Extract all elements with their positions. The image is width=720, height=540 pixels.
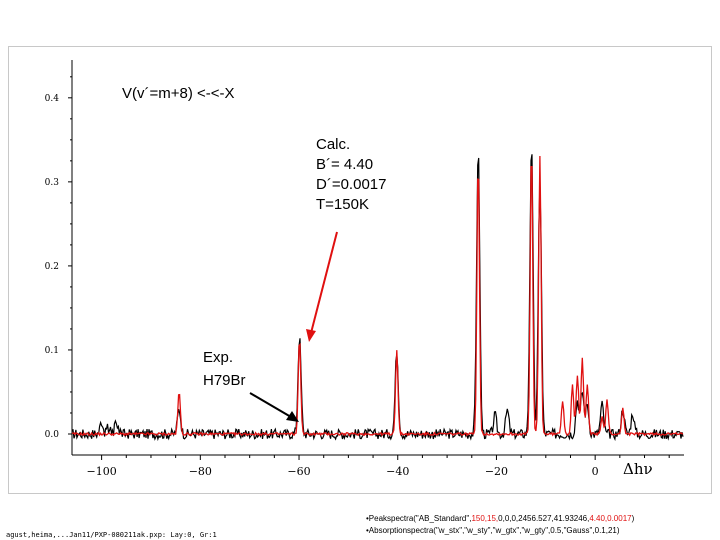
exp-arrow-head	[286, 411, 299, 422]
transition-title: V(v´=m+8) <-<-X	[122, 85, 235, 102]
footer-command-1-part-3: )	[631, 514, 635, 523]
axes	[68, 60, 684, 460]
tick-labels: 0.0 0.1 0.2 0.3 0.4 −100 −80 −60 −40 −20 0	[45, 94, 599, 478]
slide-frame	[8, 46, 712, 494]
delta-h-nu-symbol: Δhν	[623, 460, 653, 478]
y-tick-label: 0.1	[45, 346, 59, 356]
footer-command-1-temperature: 150,15,	[471, 514, 499, 523]
exp-label-line-1: Exp.	[203, 349, 233, 366]
calc-label-line-4: T=150K	[316, 196, 369, 213]
calc-arrow	[310, 231, 338, 334]
calc-arrow-head	[306, 329, 316, 342]
y-tick-label: 0.2	[45, 262, 59, 272]
x-tick-label: −100	[87, 465, 117, 478]
footer-command-1-part-2: 0,0,0,2456.527,41.93246,	[498, 514, 590, 523]
x-tick-label: 0	[592, 465, 599, 478]
y-tick-label: 0.0	[45, 430, 60, 440]
exp-arrow	[249, 392, 292, 418]
footer-command-1-constants: 4.40,0.0017	[589, 514, 632, 523]
calc-label-line-2: B´= 4.40	[316, 156, 373, 173]
calc-label-line-3: D´=0.0017	[316, 176, 386, 193]
footer-command-1-part-1: •Peakspectra("AB_Standard",	[366, 514, 472, 523]
series-group	[71, 154, 684, 442]
footer-commands: •Peakspectra("AB_Standard",150,15,0,0,0,…	[366, 513, 634, 537]
footer-command-2: •Absorptionspectra("w_stx","w_sty","w_gt…	[366, 526, 620, 535]
calculated-spectrum-line	[71, 155, 684, 437]
experimental-spectrum-line	[71, 154, 684, 442]
exp-label-line-2: H79Br	[203, 372, 246, 389]
x-tick-label: −40	[386, 465, 409, 478]
footer-file-path: agust,heima,...Jan11/PXP-080211ak.pxp: L…	[6, 531, 217, 539]
calc-label-line-1: Calc.	[316, 136, 350, 153]
x-tick-label: −60	[287, 465, 310, 478]
y-tick-label: 0.3	[45, 178, 60, 188]
x-tick-label: −80	[189, 465, 212, 478]
footer-command-1: •Peakspectra("AB_Standard",150,15,0,0,0,…	[366, 513, 634, 525]
x-tick-label: −20	[485, 465, 508, 478]
y-tick-label: 0.4	[45, 94, 60, 104]
